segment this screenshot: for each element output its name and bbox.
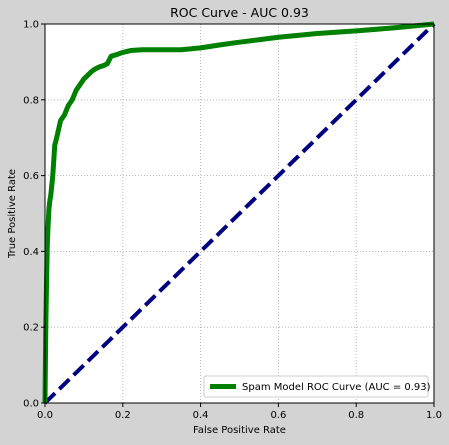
x-tick-label-2: 0.4 (193, 410, 209, 421)
y-tick-label-0: 0.0 (23, 399, 39, 410)
diagonal-reference-line (43, 22, 436, 405)
roc-curve-line (42, 21, 435, 404)
x-tick-label-4: 0.8 (348, 410, 364, 421)
x-tick-label-1: 0.2 (115, 410, 131, 421)
legend: Spam Model ROC Curve (AUC = 0.93) (203, 375, 431, 398)
ticks: 0.0 0.2 0.4 0.6 0.8 1.0 0.0 0.2 0.4 0.6 0.8 1.0 (23, 20, 442, 422)
x-tick-label-5: 1.0 (426, 410, 442, 421)
y-tick-label-1: 0.2 (23, 323, 39, 334)
y-axis-label: True Positive Rate (7, 169, 18, 259)
x-tick-label-0: 0.0 (37, 410, 53, 421)
y-tick-label-4: 0.8 (23, 95, 39, 106)
legend-label-roc: Spam Model ROC Curve (AUC = 0.93) (242, 382, 431, 393)
y-tick-label-2: 0.4 (23, 247, 39, 258)
chart-title: ROC Curve - AUC 0.93 (170, 5, 309, 20)
series-layer (42, 21, 436, 405)
x-axis-label: False Positive Rate (193, 425, 286, 436)
y-tick-label-3: 0.6 (23, 171, 39, 182)
x-tick-label-3: 0.6 (270, 410, 286, 421)
y-tick-label-5: 1.0 (23, 20, 39, 31)
plot-frame (44, 23, 435, 404)
legend-box (203, 375, 429, 398)
